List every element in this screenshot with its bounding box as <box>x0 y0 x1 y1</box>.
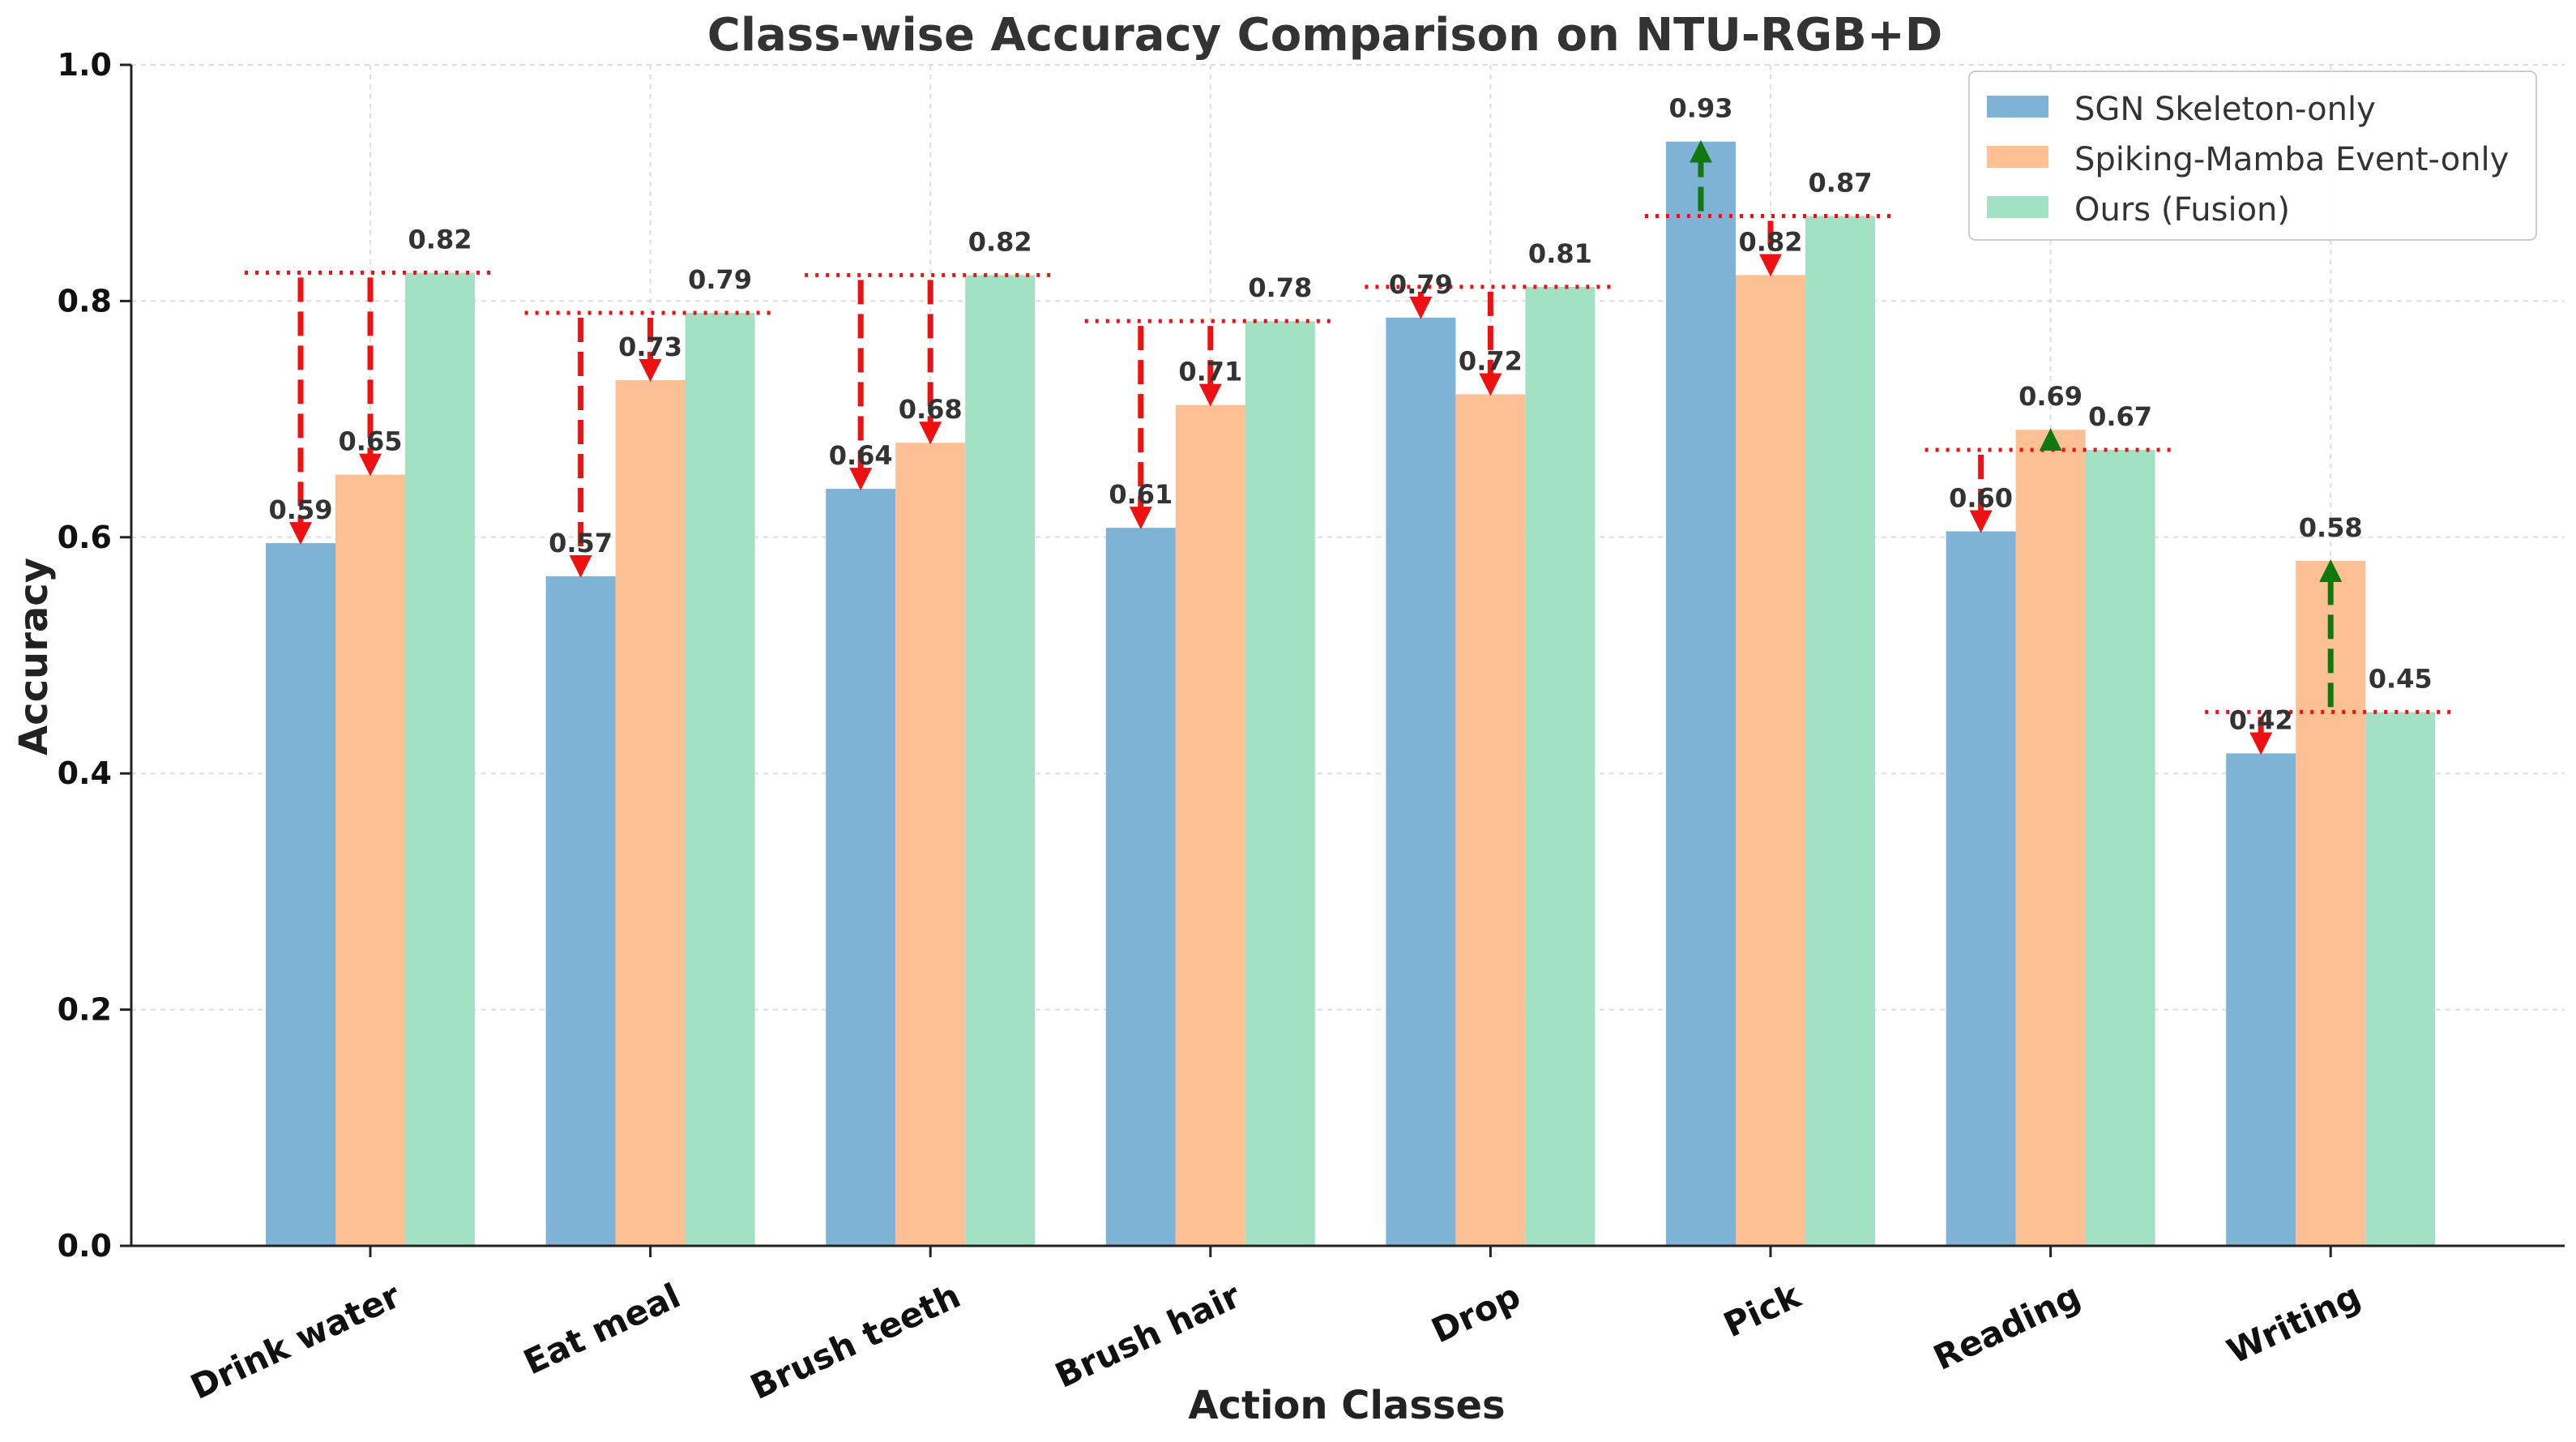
y-tick-label: 0.0 <box>58 1228 112 1264</box>
x-tick-label: Drink water <box>185 1276 407 1407</box>
x-tick-label: Brush teeth <box>745 1276 967 1407</box>
y-tick-label: 0.6 <box>58 520 112 555</box>
bar <box>1525 286 1596 1246</box>
bar <box>1455 394 1526 1247</box>
value-label: 0.69 <box>2019 381 2083 412</box>
chart-title: Class-wise Accuracy Comparison on NTU-RG… <box>707 9 1943 62</box>
bar <box>1175 404 1245 1247</box>
bar <box>405 272 475 1246</box>
y-tick-label: 0.8 <box>58 283 112 319</box>
value-label: 0.68 <box>899 394 963 425</box>
x-axis-label: Action Classes <box>1188 1383 1505 1428</box>
comparison-annotations <box>245 139 2457 755</box>
bar <box>1666 141 1736 1247</box>
bar <box>545 576 616 1246</box>
y-tick-label: 1.0 <box>58 47 112 83</box>
bar <box>1386 317 1456 1247</box>
bar <box>2296 560 2366 1246</box>
bar <box>1946 531 2016 1246</box>
gridlines <box>131 64 2565 1247</box>
value-label: 0.79 <box>1389 269 1453 300</box>
value-label: 0.82 <box>1739 226 1803 257</box>
x-tick-label: Writing <box>2221 1276 2366 1371</box>
legend-swatch-fusion <box>1987 196 2048 218</box>
x-tick-label: Eat meal <box>518 1276 686 1383</box>
value-label: 0.65 <box>339 426 403 457</box>
legend: SGN Skeleton-only Spiking-Mamba Event-on… <box>1968 71 2537 241</box>
x-tick-label: Pick <box>1718 1275 1808 1345</box>
y-tick-label: 0.4 <box>58 755 112 791</box>
bar <box>2085 449 2155 1246</box>
bar <box>1805 216 1875 1247</box>
bar <box>2226 753 2296 1246</box>
bar <box>2015 430 2086 1246</box>
value-labels: 0.59 0.57 0.64 0.61 0.79 0.93 0.60 0.42 0.65 0.73… <box>269 93 2433 736</box>
value-label: 0.72 <box>1459 346 1523 377</box>
value-label: 0.71 <box>1178 357 1242 387</box>
bar <box>826 489 896 1246</box>
bar <box>1736 275 1805 1247</box>
bar <box>1105 528 1176 1246</box>
value-label: 0.57 <box>549 528 613 558</box>
bar <box>2365 712 2436 1246</box>
bar <box>1245 321 1315 1247</box>
legend-swatch-spiking-mamba <box>1987 146 2048 168</box>
bar <box>685 312 755 1247</box>
value-label: 0.60 <box>1949 483 2013 514</box>
value-label: 0.58 <box>2299 512 2363 543</box>
bar <box>266 543 335 1246</box>
y-tick-label: 0.2 <box>58 992 112 1028</box>
legend-label-spiking-mamba: Spiking-Mamba Event-only <box>2074 141 2509 178</box>
y-axis-label: Accuracy <box>11 558 57 755</box>
value-label: 0.42 <box>2229 704 2293 735</box>
x-tick-label: Drop <box>1425 1276 1526 1351</box>
value-label: 0.73 <box>618 332 682 362</box>
bars-group <box>266 141 2436 1247</box>
bar <box>615 380 686 1246</box>
legend-label-fusion: Ours (Fusion) <box>2074 191 2290 229</box>
value-label: 0.93 <box>1669 93 1733 124</box>
legend-label-sgn: SGN Skeleton-only <box>2074 91 2376 128</box>
x-tick-label: Reading <box>1928 1276 2087 1378</box>
value-label: 0.82 <box>408 224 472 255</box>
value-label: 0.82 <box>968 226 1032 257</box>
legend-swatch-sgn <box>1987 96 2048 118</box>
bar <box>965 275 1036 1247</box>
x-tick-label: Brush hair <box>1049 1276 1246 1396</box>
value-label: 0.87 <box>1809 167 1873 198</box>
value-label: 0.78 <box>1248 272 1312 303</box>
value-label: 0.45 <box>2369 663 2433 694</box>
value-label: 0.64 <box>829 440 893 471</box>
value-label: 0.79 <box>688 264 752 295</box>
value-label: 0.61 <box>1109 479 1173 510</box>
legend-frame <box>1968 71 2537 241</box>
bar <box>335 474 405 1246</box>
bar <box>895 443 966 1246</box>
value-label: 0.67 <box>2088 401 2152 432</box>
value-label: 0.81 <box>1528 238 1592 269</box>
value-label: 0.59 <box>269 494 333 525</box>
